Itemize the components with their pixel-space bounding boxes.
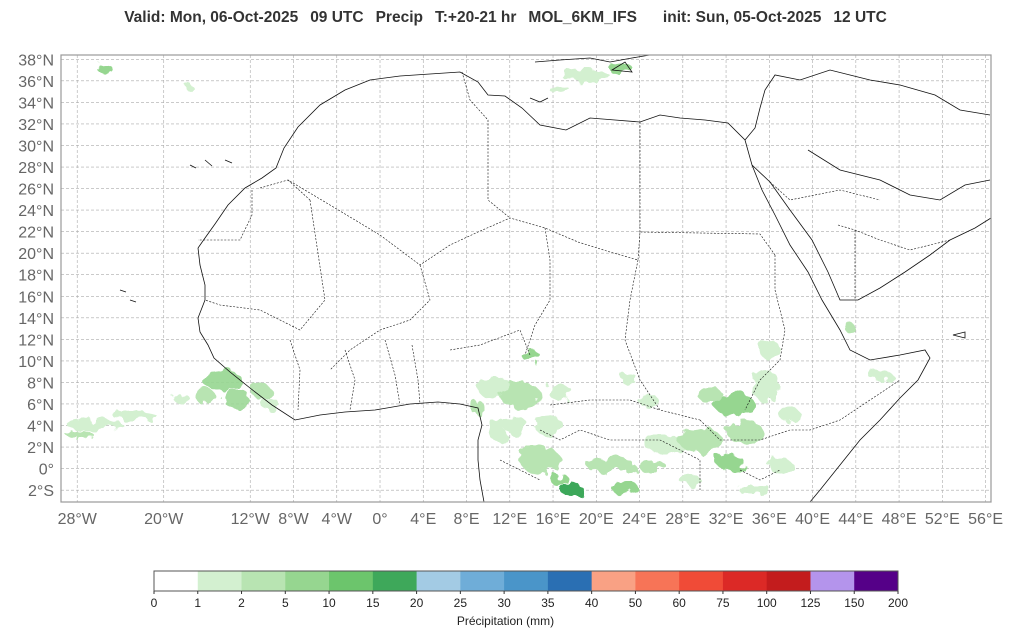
init-date: init: Sun, 05-Oct-2025 [662,9,822,26]
lat-tick-label: 2°N [27,440,54,457]
colorbar-label: Précipitation (mm) [456,614,555,628]
colorbar-swatch [504,571,549,591]
colorbar-tick-label: 40 [585,596,599,610]
lat-tick-label: 6°N [27,397,54,414]
lat-tick-label: 32°N [18,117,54,134]
lon-tick-label: 16°E [536,511,571,528]
colorbar-tick-label: 2 [238,596,245,610]
lon-tick-label: 28°W [58,511,98,528]
lat-tick-label: 0° [39,462,54,479]
lead-time: T:+20-21 hr [434,9,517,26]
valid-date: Valid: Mon, 06-Oct-2025 [124,9,299,26]
colorbar-tick-label: 60 [672,596,686,610]
map-title: Valid: Mon, 06-Oct-2025 09 UTC Precip T:… [0,9,1011,29]
lon-tick-label: 32°E [709,511,744,528]
map-frame-bg [61,55,991,502]
colorbar-tick-label: 5 [282,596,289,610]
colorbar-tick-label: 50 [629,596,643,610]
colorbar-swatch [197,571,243,591]
colorbar-tick-label: 35 [541,596,555,610]
map-frame [60,54,992,503]
colorbar-swatch [635,571,680,591]
latitude-labels: 38°N 36°N 34°N 32°N 30°N 28°N 26°N 24°N 22°N 20°N… [18,52,54,500]
model-name: MOL_6KM_IFS [528,9,637,26]
lat-tick-label: 4°N [27,419,54,436]
colorbar-swatch [372,571,418,591]
lon-tick-label: 20°E [579,511,614,528]
colorbar-tick-label: 125 [800,596,820,610]
lat-tick-label: 8°N [27,375,54,392]
lon-tick-label: 56°E [968,511,1003,528]
colorbar-tick-label: 0 [151,596,158,610]
lat-tick-label: 14°N [18,311,54,328]
colorbar-swatch [416,571,461,591]
lat-tick-label: 34°N [18,95,54,112]
lat-tick-label: 28°N [18,160,54,177]
colorbar-swatch [241,571,286,591]
lat-tick-label: 18°N [18,268,54,285]
lon-tick-label: 8°E [454,511,480,528]
colorbar-swatch [547,571,593,591]
lon-tick-label: 8°W [278,511,309,528]
lat-tick-label: 16°N [18,289,54,306]
graticule [61,55,991,502]
lon-tick-label: 20°W [144,511,184,528]
colorbar: 0 1 2 5 10 15 20 25 30 35 40 50 60 75 100 125 150 200 [151,570,908,610]
lon-tick-label: 12°E [492,511,527,528]
colorbar-tick-label: 150 [844,596,864,610]
colorbar-tick-label: 30 [497,596,511,610]
lat-tick-label: 38°N [18,52,54,69]
colorbar-swatch [766,571,811,591]
lon-tick-label: 48°E [882,511,917,528]
lat-tick-label: 2°S [28,483,54,500]
lon-tick-label: 44°E [838,511,873,528]
lon-tick-label: 52°E [925,511,960,528]
lat-tick-label: 12°N [18,332,54,349]
colorbar-swatch [810,571,855,591]
colorbar-tick-label: 100 [757,596,777,610]
colorbar-swatch [285,571,330,591]
lon-tick-label: 28°E [665,511,700,528]
colorbar-swatch [854,571,899,591]
field-name: Precip [375,9,423,26]
colorbar-swatch [154,571,199,591]
longitude-labels: 28°W 20°W 12°W 8°W 4°W 0° 4°E 8°E 12°E 16°E 20°E 24… [58,511,1003,528]
lon-tick-label: 24°E [622,511,657,528]
lon-tick-label: 4°W [322,511,353,528]
lon-tick-label: 0° [372,511,387,528]
colorbar-swatch [679,571,724,591]
lat-tick-label: 36°N [18,74,54,91]
colorbar-swatch [460,571,505,591]
lon-tick-label: 4°E [410,511,436,528]
lat-tick-label: 22°N [18,225,54,242]
lat-tick-label: 20°N [18,246,54,263]
country-borders [198,71,951,490]
lat-tick-label: 10°N [18,354,54,371]
colorbar-tick-label: 15 [366,596,380,610]
colorbar-tick-label: 1 [194,596,201,610]
coastlines [119,55,991,502]
lat-tick-label: 24°N [18,203,54,220]
colorbar-tick-label: 200 [888,596,908,610]
lon-tick-label: 36°E [752,511,787,528]
colorbar-swatch [591,571,636,591]
colorbar-frame [153,570,899,592]
colorbar-tick-label: 20 [410,596,424,610]
valid-hour: 09 UTC [310,9,364,26]
lon-tick-label: 12°W [231,511,271,528]
lon-tick-label: 40°E [795,511,830,528]
lat-tick-label: 26°N [18,182,54,199]
colorbar-swatch [722,571,768,591]
lat-tick-label: 30°N [18,138,54,155]
colorbar-tick-label: 25 [454,596,468,610]
colorbar-tick-label: 10 [322,596,336,610]
init-hour: 12 UTC [833,9,887,26]
colorbar-tick-label: 75 [716,596,730,610]
colorbar-swatch [329,571,374,591]
